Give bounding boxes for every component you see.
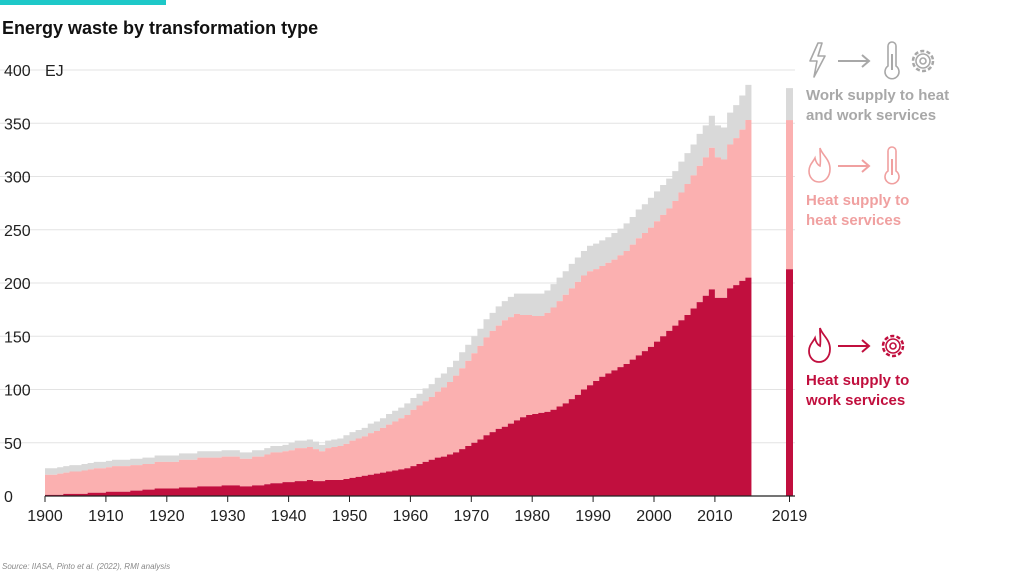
y-tick-label: 100	[4, 383, 31, 400]
x-tick-label: 1980	[514, 508, 550, 525]
legend-icons-heatwork	[808, 327, 905, 363]
area-heat-supply-to-work-services	[45, 277, 752, 496]
x-tick-label: 1960	[393, 508, 429, 525]
legend-label-work: Work supply to heat and work services	[806, 87, 950, 124]
y-tick-label: 150	[4, 329, 31, 346]
bar-2019-work-supply-to-heat-and-work-services	[786, 88, 793, 121]
legend-label-heat: Heat supply to heat services	[806, 192, 910, 229]
x-tick-label: 1920	[149, 508, 185, 525]
flame-icon	[808, 327, 831, 363]
legend-heat-to-work: Heat supply to work services	[806, 325, 1006, 411]
accent-bar	[0, 0, 166, 5]
axes: 0 50 100 150 200 250 300 350 400 EJ 1900 1910 1920 19…	[4, 63, 807, 525]
y-tick-label: 300	[4, 170, 31, 187]
y-tick-label: 50	[4, 436, 22, 453]
legend-heat-to-heat: Heat supply to heat services	[806, 145, 1006, 231]
x-tick-label: 2000	[636, 508, 672, 525]
gear-icon	[911, 49, 935, 73]
area-series	[45, 84, 752, 496]
gear-icon	[881, 334, 905, 358]
thermometer-icon	[884, 146, 900, 185]
x-tick-label: 2019	[772, 508, 808, 525]
x-tick-label: 1940	[271, 508, 307, 525]
bar-2019-heat-supply-to-work-services	[786, 269, 793, 496]
y-axis-unit: EJ	[45, 63, 64, 80]
arrow-icon	[838, 54, 871, 68]
y-tick-label: 400	[4, 63, 31, 80]
x-tick-label: 1930	[210, 508, 246, 525]
thermometer-icon	[884, 41, 900, 80]
bar-2019-heat-supply-to-heat-services	[786, 120, 793, 270]
y-tick-label: 200	[4, 276, 31, 293]
legend-work-to-heat-work: Work supply to heat and work services	[806, 40, 1006, 126]
x-tick-label: 1970	[454, 508, 490, 525]
x-tick-label: 1990	[575, 508, 611, 525]
x-tick-label: 1900	[27, 508, 63, 525]
y-tick-label: 0	[4, 489, 13, 506]
arrow-icon	[838, 159, 871, 173]
bar-2019	[786, 88, 793, 496]
legend-icons-work	[809, 41, 935, 80]
legend-label-heatwork: Heat supply to work services	[806, 372, 910, 409]
area-heat-supply-to-heat-services	[45, 120, 752, 495]
legend-icons-heat	[808, 146, 900, 185]
x-tick-label: 1950	[332, 508, 368, 525]
gridlines	[0, 69, 795, 444]
y-tick-label: 250	[4, 223, 31, 240]
source-note: Source: IIASA, Pinto et al. (2022), RMI …	[2, 562, 171, 571]
x-tick-label: 2010	[697, 508, 733, 525]
arrow-icon	[838, 339, 871, 353]
x-tick-label: 1910	[88, 508, 124, 525]
flame-icon	[808, 147, 831, 183]
chart-title: Energy waste by transformation type	[2, 18, 319, 38]
y-tick-label: 350	[4, 116, 31, 133]
lightning-icon	[809, 42, 826, 78]
